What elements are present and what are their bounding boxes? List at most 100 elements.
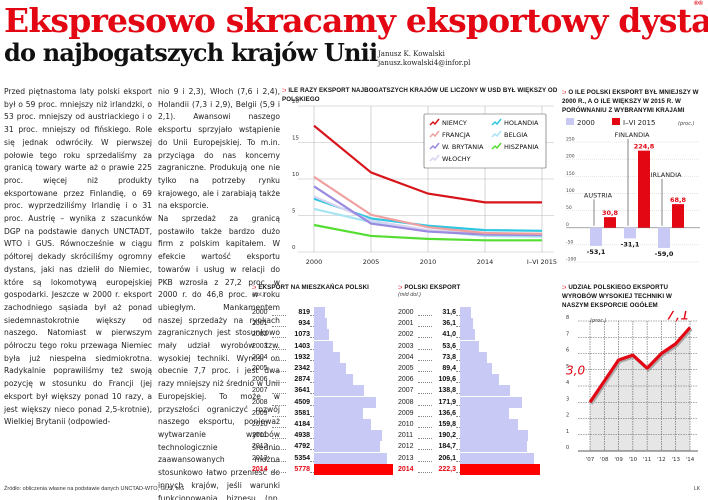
y-tick-label: 8 (566, 315, 569, 321)
series-line (313, 223, 542, 242)
leader-dots (456, 376, 460, 384)
bar-value: 222,3 (438, 465, 456, 473)
bar-year: 2009 (252, 409, 268, 417)
bar-row: 2013 206,1 (398, 452, 535, 464)
total-export-chart-title: :› Polski eksport (398, 284, 461, 291)
y-tick-label: 15 (292, 136, 299, 142)
bar-year: 2008 (252, 398, 268, 406)
bar-fill (314, 340, 334, 352)
bar-year: 2014 (252, 465, 268, 473)
bar-row: 2014 222,3 (398, 463, 540, 475)
leader-dots (456, 443, 460, 451)
leader-dots (418, 399, 432, 406)
bar-row: 2004 1932 (252, 351, 341, 363)
arrow-icon: :› (562, 89, 567, 96)
bar-fill (460, 374, 500, 386)
bar-year: 2004 (252, 353, 268, 361)
leader-dots (418, 455, 432, 462)
hightech-chart: :› Udział polskiego eksportu wyrobów wyso… (562, 283, 708, 478)
leader-dots (418, 343, 432, 350)
bar-year: 2002 (398, 331, 414, 339)
leader-dots (310, 432, 314, 440)
leader-dots (456, 331, 460, 339)
x-tick-label: I–VI 2015 (527, 258, 557, 266)
value-label: 224,8 (634, 143, 655, 151)
arrow-icon: :› (252, 284, 257, 291)
ratio-chart-plot: 0 5 10 15 20 2000 2005 2010 2014 I–VI 2015 NIEMCY F… (292, 99, 557, 266)
leader-dots (310, 399, 314, 406)
unit-label: (proc.) (678, 121, 695, 127)
bar-row: 2005 2342 (252, 363, 346, 374)
bar-value: 3641 (294, 387, 310, 395)
category-label: FINLANDIA (615, 131, 651, 139)
bar-2000 (658, 227, 670, 248)
bar-year: 2012 (398, 443, 414, 451)
bar-year: 2009 (398, 409, 414, 417)
bar-value: 819 (298, 309, 310, 316)
bar-fill (314, 385, 364, 397)
bar-fill (314, 374, 354, 386)
value-label: 68,8 (670, 196, 687, 204)
value-label: -59,0 (655, 250, 674, 258)
bar-year: 2008 (398, 398, 414, 406)
hightech-chart-plot: 0 1 2 3 4 5 6 7 8 '07 '08 '09 '10 '11 '12 '13 '14 (proc.)… (566, 311, 698, 463)
bar-fill (460, 441, 527, 453)
y-tick-label: 250 (566, 137, 575, 143)
annotation-end: 7,1 (666, 311, 690, 323)
y-tick-label: 6 (566, 348, 569, 354)
x-tick-label: 2014 (477, 258, 494, 266)
bar-fill (314, 307, 326, 318)
bar-value: 73,8 (442, 353, 456, 361)
value-label: 30,8 (602, 209, 619, 217)
bar-fill (460, 419, 518, 430)
legend: NIEMCY FRANCJA W. BRYTANIA WŁOCHY HOLANDIA BE… (423, 113, 547, 169)
leader-dots (272, 387, 286, 395)
bar-row: 2000 819 (252, 307, 326, 318)
bar-fill (460, 452, 535, 464)
bar-value: 171,9 (438, 398, 456, 406)
bar-row: 2012 184,7 (398, 441, 527, 453)
legend-swatch-icon (491, 142, 502, 150)
total-export-unit: (mld dol.) (398, 292, 421, 298)
leader-dots (310, 331, 314, 339)
bar-fill (314, 430, 382, 442)
y-tick-label: 0 (566, 445, 569, 451)
bar-fill (460, 363, 493, 374)
ratio-chart: :› Ile razy eksport najbogatszych krajów … (282, 86, 558, 272)
leader-dots (272, 399, 286, 406)
value-label: -31,1 (621, 240, 640, 248)
page-mark: LK (694, 486, 701, 492)
bar-value: 136,6 (438, 409, 456, 417)
legend-swatch-icon (429, 142, 440, 150)
bar-fill (314, 318, 327, 330)
x-tick-label: '14 (686, 457, 695, 463)
source-note: Źródło: obliczenia własne na podstawie d… (4, 486, 185, 492)
leader-dots (310, 387, 314, 395)
bar-year: 2012 (252, 443, 268, 451)
article-column-1: Przed piętnastoma laty polski eksport by… (4, 86, 152, 429)
bar-row: 2009 3581 (252, 407, 363, 419)
author-email[interactable]: janusz.kowalski4@infor.pl (378, 59, 471, 67)
bar-value: 184,7 (438, 443, 456, 451)
bar-row: 2006 2874 (252, 374, 354, 386)
bar-value: 4184 (294, 421, 310, 428)
article-column-2: nio 9 i 2,3), Włoch (7,6 i 2,4), Holandi… (158, 86, 280, 500)
y-tick-label: 7 (566, 331, 569, 337)
leader-dots (272, 343, 286, 350)
y-tick-label: -100 (566, 257, 576, 263)
leader-dots (418, 387, 432, 395)
y-tick-label: 100 (566, 188, 575, 194)
leader-dots (272, 466, 286, 473)
bar-fill (314, 419, 372, 430)
bar-row: 2006 109,6 (398, 374, 500, 386)
leader-dots (272, 354, 286, 361)
unit-label: (proc.) (590, 318, 607, 324)
bar-fill (460, 318, 473, 330)
bar-value: 3581 (294, 409, 310, 417)
hightech-chart-title: :› Udział polskiego eksportu wyrobów wyso… (562, 284, 672, 309)
series-line (313, 124, 542, 204)
bar-value: 1403 (294, 342, 310, 350)
x-tick-label: '12 (657, 457, 666, 463)
bar-year: 2005 (252, 365, 268, 372)
x-tick-label: 2000 (306, 258, 323, 266)
